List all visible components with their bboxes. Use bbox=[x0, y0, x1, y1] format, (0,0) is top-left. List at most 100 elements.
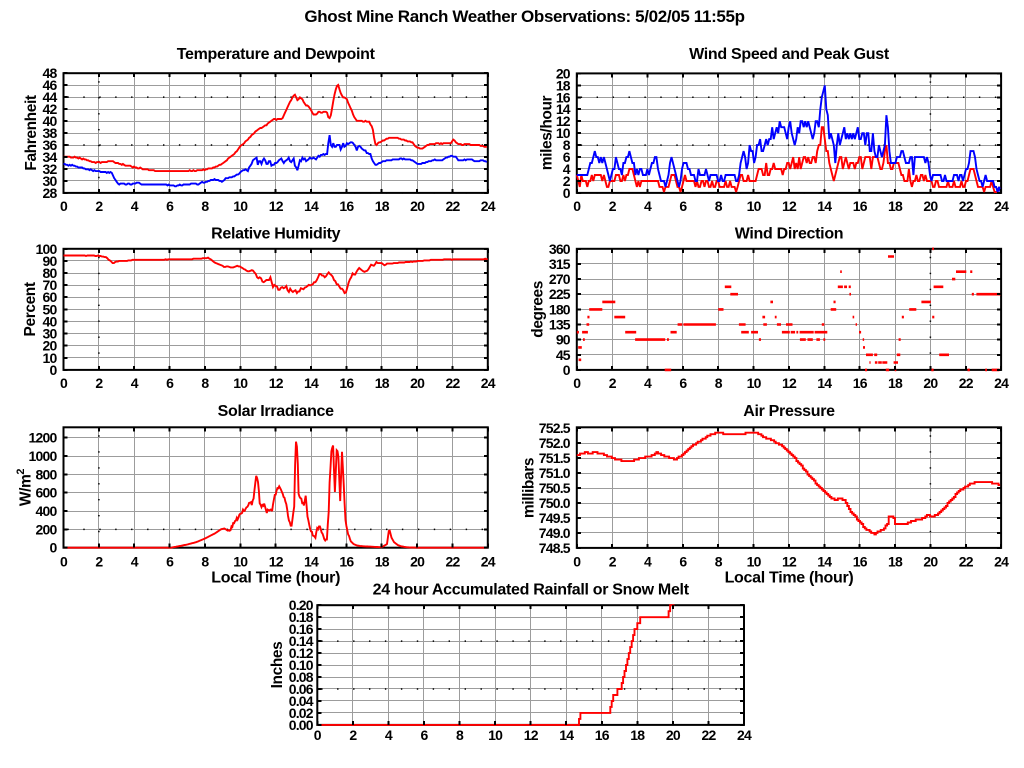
svg-text:12: 12 bbox=[782, 375, 797, 391]
svg-text:10: 10 bbox=[233, 554, 248, 570]
svg-text:18: 18 bbox=[888, 375, 903, 391]
svg-text:38: 38 bbox=[43, 125, 58, 141]
svg-text:24: 24 bbox=[994, 554, 1009, 570]
svg-text:10: 10 bbox=[747, 198, 762, 214]
svg-text:200: 200 bbox=[36, 521, 58, 537]
svg-text:225: 225 bbox=[549, 286, 571, 302]
svg-text:Wind Direction: Wind Direction bbox=[735, 225, 844, 242]
svg-text:135: 135 bbox=[549, 317, 571, 333]
svg-text:20: 20 bbox=[923, 554, 938, 570]
svg-text:0.16: 0.16 bbox=[289, 621, 314, 637]
svg-text:8: 8 bbox=[715, 198, 723, 214]
svg-text:44: 44 bbox=[43, 89, 58, 105]
svg-text:0: 0 bbox=[573, 554, 581, 570]
svg-text:16: 16 bbox=[853, 198, 868, 214]
svg-text:degrees: degrees bbox=[530, 281, 547, 338]
svg-text:10: 10 bbox=[233, 375, 248, 391]
svg-text:36: 36 bbox=[43, 137, 58, 153]
svg-text:16: 16 bbox=[853, 375, 868, 391]
svg-text:18: 18 bbox=[375, 375, 390, 391]
svg-text:90: 90 bbox=[43, 253, 58, 269]
svg-text:600: 600 bbox=[36, 485, 58, 501]
svg-text:48: 48 bbox=[43, 65, 58, 81]
svg-text:24: 24 bbox=[737, 727, 752, 743]
svg-text:2: 2 bbox=[95, 375, 103, 391]
svg-text:30: 30 bbox=[43, 326, 58, 342]
svg-text:18: 18 bbox=[375, 554, 390, 570]
svg-text:750.5: 750.5 bbox=[539, 480, 571, 496]
svg-text:10: 10 bbox=[488, 727, 503, 743]
svg-text:6: 6 bbox=[563, 149, 571, 165]
svg-text:0: 0 bbox=[60, 375, 68, 391]
svg-text:1000: 1000 bbox=[29, 448, 58, 464]
svg-text:Solar Irradiance: Solar Irradiance bbox=[218, 403, 335, 420]
svg-text:18: 18 bbox=[630, 727, 645, 743]
svg-text:0: 0 bbox=[50, 540, 58, 556]
svg-text:6: 6 bbox=[166, 198, 174, 214]
svg-text:24: 24 bbox=[994, 198, 1009, 214]
svg-text:750.0: 750.0 bbox=[539, 495, 571, 511]
svg-text:80: 80 bbox=[43, 265, 58, 281]
svg-text:miles/hour: miles/hour bbox=[539, 95, 556, 170]
svg-text:Inches: Inches bbox=[269, 642, 286, 689]
svg-text:8: 8 bbox=[201, 375, 209, 391]
svg-text:10: 10 bbox=[747, 554, 762, 570]
svg-text:22: 22 bbox=[959, 554, 974, 570]
svg-text:34: 34 bbox=[43, 149, 58, 165]
svg-text:0: 0 bbox=[60, 554, 68, 570]
svg-text:18: 18 bbox=[888, 554, 903, 570]
svg-text:70: 70 bbox=[43, 277, 58, 293]
svg-text:6: 6 bbox=[421, 727, 429, 743]
svg-text:14: 14 bbox=[817, 198, 832, 214]
svg-text:0.06: 0.06 bbox=[289, 681, 314, 697]
svg-text:14: 14 bbox=[556, 101, 571, 117]
svg-text:0: 0 bbox=[50, 362, 58, 378]
svg-text:W/m2: W/m2 bbox=[15, 469, 35, 507]
svg-text:60: 60 bbox=[43, 289, 58, 305]
svg-text:315: 315 bbox=[549, 256, 571, 272]
svg-text:360: 360 bbox=[549, 241, 571, 257]
svg-text:16: 16 bbox=[853, 554, 868, 570]
svg-text:0.18: 0.18 bbox=[289, 609, 314, 625]
svg-text:20: 20 bbox=[410, 198, 425, 214]
svg-text:22: 22 bbox=[446, 554, 461, 570]
svg-text:2: 2 bbox=[95, 198, 103, 214]
svg-text:752.5: 752.5 bbox=[539, 420, 571, 436]
svg-text:40: 40 bbox=[43, 113, 58, 129]
svg-text:10: 10 bbox=[233, 198, 248, 214]
svg-text:8: 8 bbox=[201, 198, 209, 214]
svg-text:0: 0 bbox=[563, 185, 571, 201]
svg-text:8: 8 bbox=[563, 137, 571, 153]
svg-text:4: 4 bbox=[131, 375, 139, 391]
svg-text:0: 0 bbox=[573, 198, 581, 214]
svg-text:22: 22 bbox=[446, 198, 461, 214]
svg-text:400: 400 bbox=[36, 503, 58, 519]
svg-text:12: 12 bbox=[556, 113, 571, 129]
svg-text:Fahrenheit: Fahrenheit bbox=[23, 95, 40, 170]
svg-text:751.0: 751.0 bbox=[539, 465, 571, 481]
svg-text:0.12: 0.12 bbox=[289, 645, 314, 661]
svg-text:22: 22 bbox=[959, 198, 974, 214]
svg-text:100: 100 bbox=[36, 241, 58, 257]
svg-text:12: 12 bbox=[782, 198, 797, 214]
svg-text:6: 6 bbox=[679, 375, 687, 391]
svg-text:2: 2 bbox=[95, 554, 103, 570]
svg-text:40: 40 bbox=[43, 314, 58, 330]
svg-text:0.00: 0.00 bbox=[289, 717, 314, 733]
svg-text:2: 2 bbox=[609, 375, 617, 391]
svg-text:0: 0 bbox=[573, 375, 581, 391]
svg-text:24 hour Accumulated Rainfall o: 24 hour Accumulated Rainfall or Snow Mel… bbox=[373, 582, 690, 599]
svg-text:millibars: millibars bbox=[521, 458, 538, 518]
svg-text:20: 20 bbox=[923, 198, 938, 214]
svg-text:10: 10 bbox=[556, 125, 571, 141]
svg-text:0.04: 0.04 bbox=[289, 693, 314, 709]
svg-text:0: 0 bbox=[60, 198, 68, 214]
svg-text:751.5: 751.5 bbox=[539, 450, 571, 466]
svg-text:748.5: 748.5 bbox=[539, 540, 571, 556]
svg-text:18: 18 bbox=[888, 198, 903, 214]
svg-text:6: 6 bbox=[679, 554, 687, 570]
svg-text:12: 12 bbox=[269, 198, 284, 214]
svg-text:2: 2 bbox=[609, 554, 617, 570]
svg-text:16: 16 bbox=[339, 554, 354, 570]
svg-text:20: 20 bbox=[43, 338, 58, 354]
